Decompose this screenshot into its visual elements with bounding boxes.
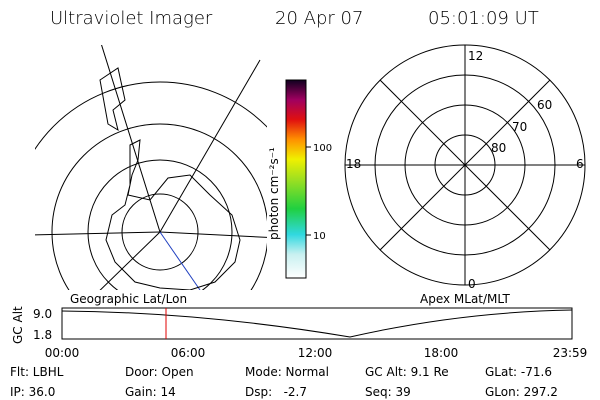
timeline-frame — [61, 307, 573, 340]
status-field: Mode: Normal — [245, 365, 329, 379]
timeline-y-tick: 9.0 — [33, 307, 52, 321]
timeline-x-tick: 18:00 — [424, 346, 459, 360]
status-field: GLon: 297.2 — [485, 385, 558, 399]
colorbar — [285, 79, 307, 279]
colorbar-label: photon cm⁻²s⁻¹ — [267, 147, 281, 240]
timeline-y-label: GC Alt — [11, 306, 25, 344]
status-field: Seq: 39 — [365, 385, 411, 399]
status-field: Gain: 14 — [125, 385, 176, 399]
timeline-x-tick: 06:00 — [171, 346, 206, 360]
footer: Flt: LBHL Door: Open Mode: Normal GC Alt: 9… — [10, 365, 558, 399]
status-field: Door: Open — [125, 365, 194, 379]
timeline-x-tick: 00:00 — [45, 346, 80, 360]
lat-label: 60 — [537, 98, 552, 112]
mlt-label: 18 — [346, 157, 361, 171]
status-field: IP: 36.0 — [10, 385, 55, 399]
instrument-title: Ultraviolet Imager — [50, 8, 213, 29]
timeline-right-title: Apex MLat/MLT — [420, 292, 510, 306]
status-field: GC Alt: 9.1 Re — [365, 365, 449, 379]
timeline-x-tick: 12:00 — [298, 346, 333, 360]
lat-label: 80 — [491, 141, 506, 155]
timeline-left-title: Geographic Lat/Lon — [70, 292, 187, 306]
status-field: Dsp: -2.7 — [245, 385, 307, 399]
status-field: GLat: -71.6 — [485, 365, 552, 379]
colorbar-tick-label: 100 — [313, 143, 332, 154]
timeline-x-tick: 23:59 — [553, 346, 588, 360]
timeline-y-tick: 1.8 — [33, 328, 52, 342]
mlt-label: 6 — [576, 157, 584, 171]
time: 05:01:09 UT — [428, 8, 539, 29]
mlt-label: 12 — [468, 49, 483, 63]
mlt-label: 0 — [468, 277, 476, 291]
altitude-curve — [61, 309, 573, 338]
lat-label: 70 — [512, 120, 527, 134]
colorbar-tick-label: 10 — [313, 231, 326, 242]
status-field: Flt: LBHL — [10, 365, 64, 379]
geographic-map — [35, 45, 267, 290]
date: 20 Apr 07 — [275, 8, 363, 29]
polar-plot — [344, 44, 586, 286]
